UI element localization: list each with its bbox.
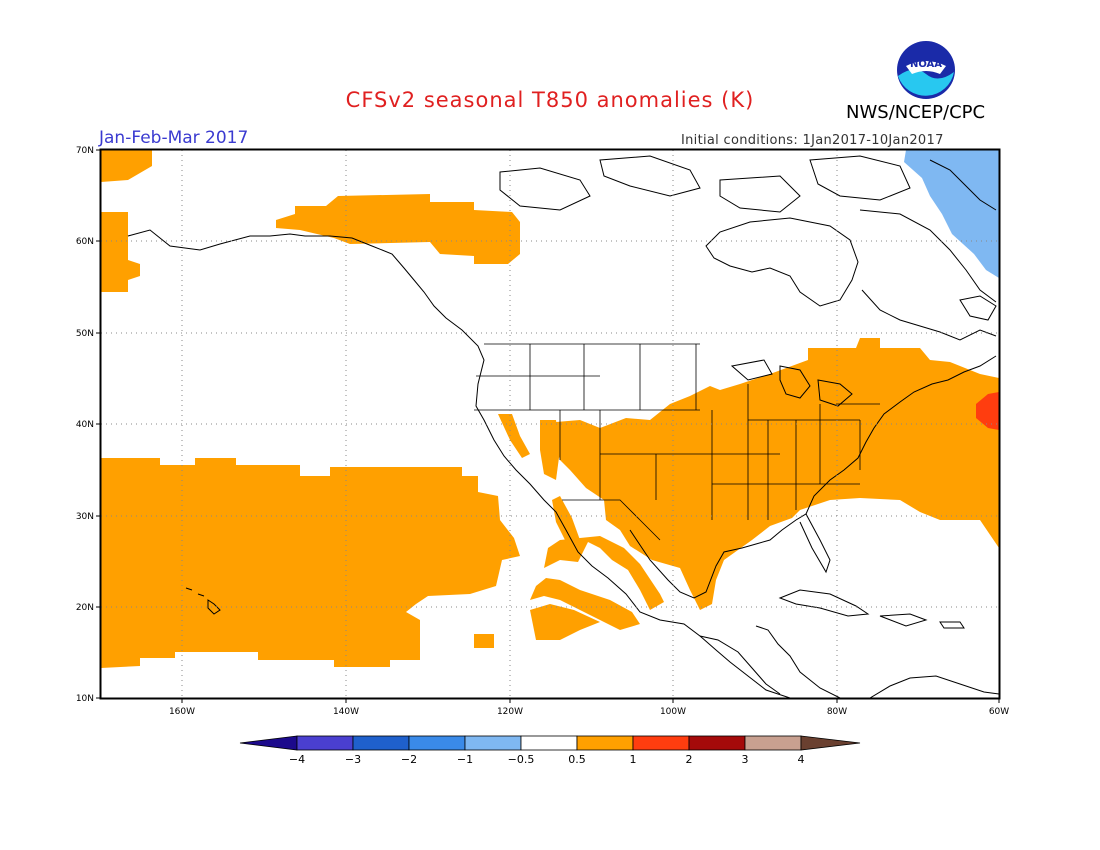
lon-axis	[181, 698, 1000, 703]
agency-label: NWS/NCEP/CPC	[846, 102, 986, 123]
svg-text:NOAA: NOAA	[910, 59, 942, 70]
lat-label: 10N	[76, 694, 94, 704]
colorbar-swatch	[408, 735, 466, 751]
colorbar-label: −3	[345, 753, 361, 766]
state-borders	[474, 343, 880, 541]
anomaly-fill-strong	[976, 392, 999, 430]
lat-label: 60N	[76, 237, 94, 247]
lon-label: 160W	[169, 707, 195, 717]
colorbar-label: 2	[686, 753, 693, 766]
season-label: Jan-Feb-Mar 2017	[99, 128, 249, 148]
coastlines	[127, 155, 999, 698]
colorbar-swatch	[296, 735, 354, 751]
lon-label: 100W	[660, 707, 686, 717]
colorbar-swatch	[352, 735, 410, 751]
lat-label: 20N	[76, 603, 94, 613]
colorbar-label: 3	[742, 753, 749, 766]
initial-conditions-label: Initial conditions: 1Jan2017-10Jan2017	[681, 133, 944, 148]
colorbar-swatch	[744, 735, 802, 751]
lon-label: 80W	[827, 707, 847, 717]
lat-label: 40N	[76, 420, 94, 430]
lon-label: 120W	[497, 707, 523, 717]
lon-label: 60W	[989, 707, 1009, 717]
colorbar-label: 4	[798, 753, 805, 766]
colorbar-arrow-left	[239, 735, 298, 751]
colorbar-swatch	[688, 735, 746, 751]
colorbar	[239, 735, 861, 751]
colorbar-swatch	[464, 735, 522, 751]
lat-label: 30N	[76, 512, 94, 522]
colorbar-swatch	[632, 735, 690, 751]
colorbar-label: −0.5	[508, 753, 535, 766]
colorbar-swatch	[576, 735, 634, 751]
anomaly-fill-positive	[101, 150, 999, 668]
lat-label: 70N	[76, 146, 94, 156]
colorbar-swatch	[520, 735, 578, 751]
lon-label: 140W	[333, 707, 359, 717]
chart-title: CFSv2 seasonal T850 anomalies (K)	[345, 88, 755, 112]
lat-axis	[96, 149, 101, 699]
colorbar-labels: −4 −3 −2 −1 −0.5 0.5 1 2 3 4	[289, 753, 805, 766]
colorbar-label: 0.5	[568, 753, 586, 766]
colorbar-label: −2	[401, 753, 417, 766]
colorbar-label: −4	[289, 753, 305, 766]
colorbar-label: −1	[457, 753, 473, 766]
colorbar-arrow-right	[800, 735, 861, 751]
colorbar-label: 1	[630, 753, 637, 766]
noaa-logo-icon: NOAA	[897, 41, 955, 99]
anomaly-fill-negative	[904, 150, 999, 278]
lat-label: 50N	[76, 329, 94, 339]
